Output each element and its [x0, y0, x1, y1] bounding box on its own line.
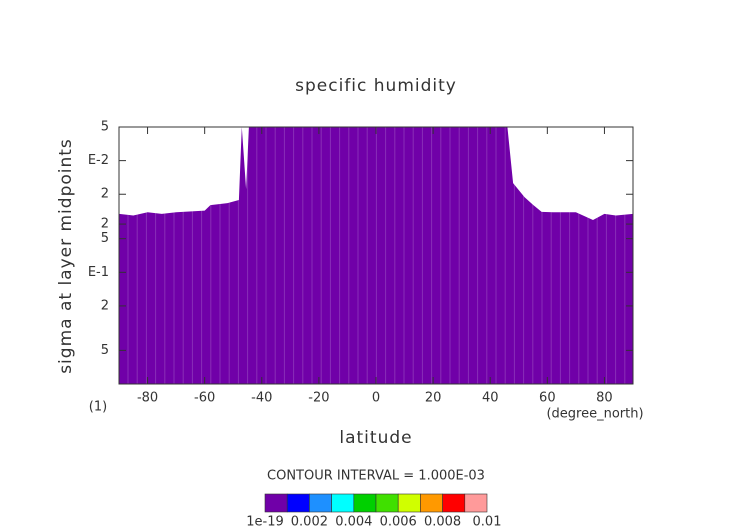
- x-tick-label: 80: [596, 391, 613, 406]
- y-unit: (1): [89, 400, 107, 415]
- colorbar-box: [442, 493, 466, 513]
- filled-area: [119, 127, 633, 384]
- colorbar-box: [353, 493, 377, 513]
- chart-title: specific humidity: [295, 76, 457, 96]
- colorbar-tick-label: 0.008: [424, 515, 461, 530]
- x-axis-label: latitude: [339, 428, 412, 448]
- x-tick-label: 60: [539, 391, 556, 406]
- y-tick-label: 2: [101, 187, 109, 202]
- x-tick-label: -20: [308, 391, 329, 406]
- y-tick-label: 5: [101, 343, 109, 358]
- x-tick-label: 40: [482, 391, 499, 406]
- colorbar-box: [397, 493, 421, 513]
- y-tick-label: 5: [101, 120, 109, 135]
- x-tick-label: -60: [194, 391, 215, 406]
- y-axis-label: sigma at layer midpoints: [56, 138, 76, 374]
- x-tick-label: -80: [137, 391, 158, 406]
- colorbar-box: [375, 493, 399, 513]
- colorbar-tick-label: 0.004: [335, 515, 372, 530]
- colorbar-tick-label: 0.002: [291, 515, 328, 530]
- x-unit: (degree_north): [546, 407, 643, 422]
- colorbar-box: [464, 493, 488, 513]
- colorbar-tick-label: 0.01: [473, 515, 502, 530]
- x-tick-label: 20: [425, 391, 442, 406]
- y-tick-label: 2: [101, 298, 109, 313]
- colorbar-box: [286, 493, 310, 513]
- x-tick-label: -40: [251, 391, 272, 406]
- colorbar-box: [309, 493, 332, 513]
- y-tick-label: E-1: [88, 265, 109, 280]
- colorbar-tick-label: 1e-19: [246, 515, 284, 530]
- colorbar-box: [264, 493, 288, 513]
- colorbar-tick-label: 0.006: [380, 515, 417, 530]
- y-tick-label: E-2: [88, 153, 109, 168]
- x-tick-label: 0: [372, 391, 380, 406]
- colorbar-box: [420, 493, 443, 513]
- colorbar-box: [331, 493, 355, 513]
- colorbar-title: CONTOUR INTERVAL = 1.000E-03: [267, 469, 485, 484]
- y-tick-label: 2: [101, 217, 109, 232]
- y-tick-label: 5: [101, 231, 109, 246]
